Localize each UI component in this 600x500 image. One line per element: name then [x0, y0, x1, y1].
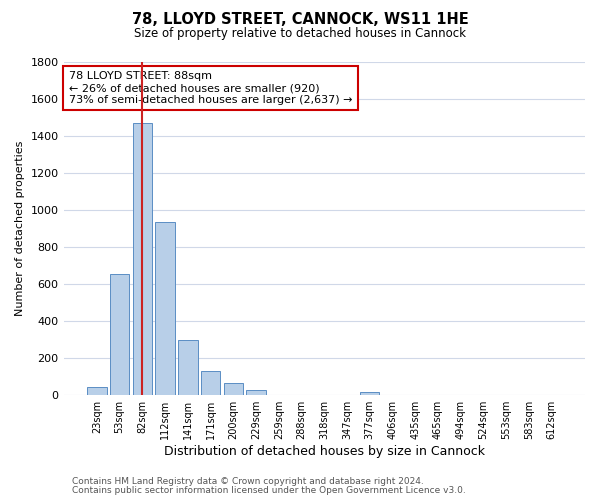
Bar: [201, 370, 220, 394]
Bar: [87, 388, 107, 394]
Text: 78 LLOYD STREET: 88sqm
← 26% of detached houses are smaller (920)
73% of semi-de: 78 LLOYD STREET: 88sqm ← 26% of detached…: [69, 72, 352, 104]
Bar: [133, 122, 152, 394]
X-axis label: Distribution of detached houses by size in Cannock: Distribution of detached houses by size …: [164, 444, 485, 458]
Bar: [178, 340, 197, 394]
Bar: [247, 390, 266, 394]
Text: Contains HM Land Registry data © Crown copyright and database right 2024.: Contains HM Land Registry data © Crown c…: [72, 477, 424, 486]
Bar: [155, 222, 175, 394]
Bar: [224, 382, 243, 394]
Y-axis label: Number of detached properties: Number of detached properties: [15, 140, 25, 316]
Text: Contains public sector information licensed under the Open Government Licence v3: Contains public sector information licen…: [72, 486, 466, 495]
Bar: [110, 274, 130, 394]
Text: 78, LLOYD STREET, CANNOCK, WS11 1HE: 78, LLOYD STREET, CANNOCK, WS11 1HE: [131, 12, 469, 28]
Text: Size of property relative to detached houses in Cannock: Size of property relative to detached ho…: [134, 28, 466, 40]
Bar: [360, 392, 379, 394]
